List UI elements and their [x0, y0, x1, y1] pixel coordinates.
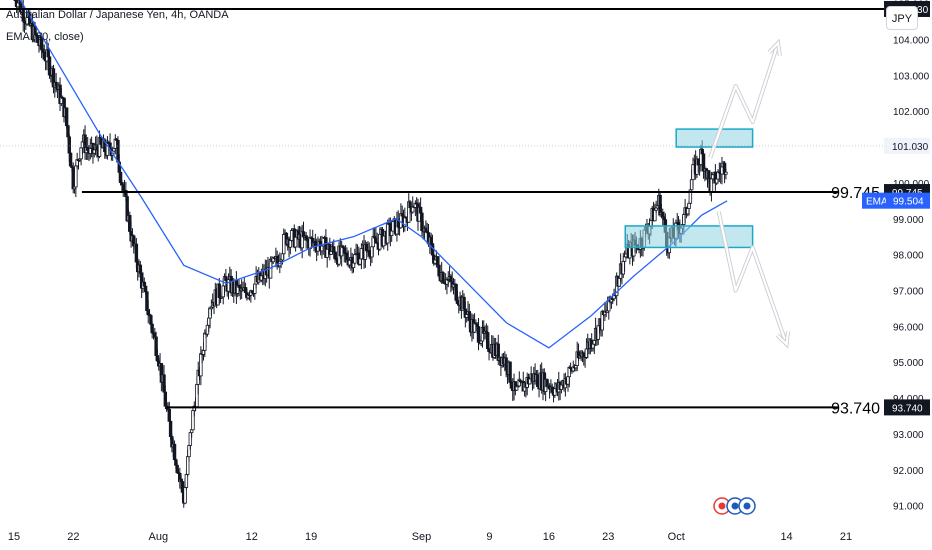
candle-body	[67, 136, 71, 154]
candle-body	[353, 253, 357, 264]
demand-zone	[624, 225, 754, 249]
ema-tag-value: 99.504	[893, 197, 924, 208]
time-tick-label: 19	[305, 531, 317, 543]
candle-body	[167, 408, 171, 422]
price-tick-label: 92.000	[893, 466, 924, 477]
ema-legend[interactable]: EMA (50, close)	[6, 31, 84, 43]
time-tick-label: 12	[246, 531, 258, 543]
price-tick-label: 91.000	[893, 502, 924, 513]
time-tick-label: 23	[602, 531, 614, 543]
price-tick-label: 97.000	[893, 286, 924, 297]
arrow-head-down	[776, 331, 790, 347]
time-tick-label: Sep	[412, 531, 432, 543]
level-price-text: 93.740	[831, 400, 880, 417]
level-tag-low: 93.740	[892, 403, 923, 414]
price-tick-label: 93.000	[893, 430, 924, 441]
level-tag-low-bg	[884, 399, 930, 416]
event-icon-dot	[743, 502, 751, 510]
time-tick-label: Aug	[149, 531, 169, 543]
candle-body	[508, 361, 512, 383]
projection-arrow-up	[709, 42, 780, 159]
price-tick-label: 96.000	[893, 322, 924, 333]
candle-body	[504, 357, 508, 370]
price-tick-label: 95.000	[893, 358, 924, 369]
candle-body	[172, 443, 177, 461]
arrow-head-up	[768, 40, 781, 57]
candle-body	[724, 171, 728, 175]
price-tick-label: 102.000	[893, 107, 930, 118]
candle-body	[389, 230, 394, 237]
time-tick-label: 14	[780, 531, 792, 543]
candle-body	[143, 285, 148, 293]
current-price-tag: 101.030	[892, 142, 929, 153]
price-tick-label: 98.000	[893, 251, 924, 262]
time-tick-label: 21	[840, 531, 852, 543]
ema-tag-name-bg	[862, 192, 886, 209]
event-icon-dot	[718, 502, 726, 510]
candle-body	[74, 165, 78, 188]
chart-title: Australian Dollar / Japanese Yen, 4h, OA…	[6, 9, 229, 21]
time-tick-label: 9	[486, 531, 492, 543]
price-tick-label: 103.000	[893, 71, 930, 82]
candle-body	[68, 152, 73, 167]
currency-button[interactable]: JPY	[886, 6, 918, 30]
time-tick-label: 22	[67, 531, 79, 543]
time-axis: 15 22 Aug 12 19 Sep 9 16 23 Oct 14 21	[8, 531, 852, 543]
current-price-tag-bg	[884, 137, 930, 154]
ema-tag-bg	[886, 192, 930, 209]
price-tick-label: 99.000	[893, 215, 924, 226]
ema-line	[19, 0, 728, 349]
time-tick-label: 16	[543, 531, 555, 543]
ema-tag-name: EMA	[866, 197, 888, 208]
price-tick-label: 104.000	[893, 35, 930, 46]
candles	[13, 0, 728, 508]
candle-body	[359, 248, 364, 260]
projection-arrow-down	[717, 211, 788, 345]
time-tick-label: 15	[8, 531, 20, 543]
candle-body	[64, 107, 69, 127]
event-icons	[713, 497, 756, 515]
candle-body	[408, 201, 412, 209]
price-axis: 91.00092.00093.00094.00095.00096.00097.0…	[893, 0, 930, 513]
event-icon-dot	[731, 502, 739, 510]
candle-body	[189, 429, 194, 434]
time-tick-label: Oct	[668, 531, 685, 543]
candle-body	[707, 170, 711, 179]
